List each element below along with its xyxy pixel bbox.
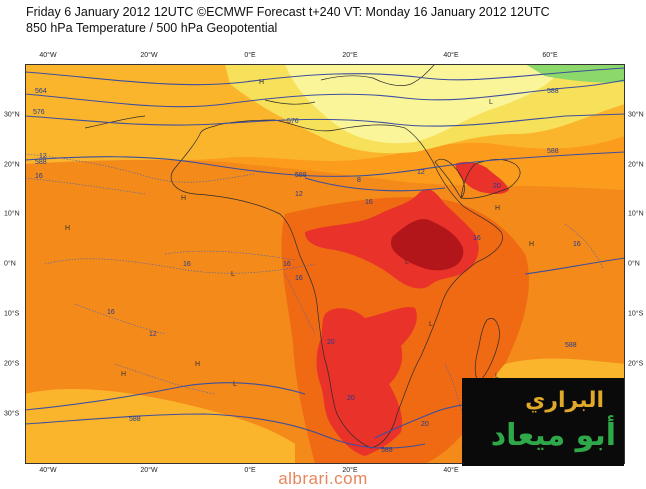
temperature-label: 16 [295,275,303,282]
lon-label-top-40w: 40°W [39,52,57,59]
forecast-title: Friday 6 January 2012 12UTC ©ECMWF Forec… [26,5,550,19]
temperature-label: 16 [183,261,191,268]
lat-label-right-20s: 20°S [628,360,644,368]
geopotential-label: 588 [381,447,393,454]
lon-label-top-20e: 20°E [342,52,358,59]
lon-label-top-40e: 40°E [443,52,459,59]
map-frame [25,64,625,464]
low-pressure-marker: L [405,259,409,266]
lat-label-right-10s: 10°S [628,310,644,318]
geopotential-label: 576 [287,118,299,125]
lon-label-top-0e: 0°E [244,52,256,59]
low-pressure-marker: L [231,271,235,278]
lat-label-right-10n: 10°N [628,210,644,218]
forecast-subtitle: 850 hPa Temperature / 500 hPa Geopotenti… [26,21,278,35]
geopotential-label: 588 [565,342,577,349]
lat-label-left-0n: 0°N [4,260,16,268]
temperature-band-dark-red-north [390,219,464,271]
temperature-label: 20 [327,339,335,346]
low-pressure-marker: L [233,381,237,388]
temperature-label: 12 [295,191,303,198]
lon-label-bottom-20e: 20°E [342,467,358,474]
coastlines [84,64,521,449]
temperature-label: 8 [357,177,361,184]
temperature-label: 12 [417,169,425,176]
logo-text-line2: أبو ميعاد [490,418,616,453]
lat-label-right-20n: 20°N [628,161,644,169]
lat-label-left-20s: 20°S [4,360,20,368]
lat-label-left-10n: 10°N [4,210,20,218]
temperature-label: 16 [573,241,581,248]
temperature-label: 12 [39,153,47,160]
geopotential-label: 588 [547,148,559,155]
lat-label-right-30n: 30°N [628,111,644,119]
temperature-label: 12 [149,331,157,338]
temperature-label: 20 [493,183,501,190]
high-pressure-marker: H [529,241,534,248]
geopotential-label: 588 [547,88,559,95]
temperature-label: 16 [283,261,291,268]
lat-label-left-20n: 20°N [4,161,20,169]
geopotential-label: 588 [35,159,47,166]
high-pressure-marker: H [121,371,126,378]
low-pressure-marker: L [429,321,433,328]
lon-label-bottom-0e: 0°E [244,467,256,474]
high-pressure-marker: H [65,225,70,232]
logo-watermark: البراري أبو ميعاد [462,378,624,466]
temperature-band-red-northeast [455,161,509,194]
lon-label-bottom-20w: 20°W [140,467,158,474]
high-pressure-marker: H [181,195,186,202]
footer-website: albrari.com [278,469,368,488]
geopotential-contours [25,67,625,449]
logo-text-line1: البراري [525,388,604,413]
low-pressure-marker: L [489,99,493,106]
temperature-label: 16 [365,199,373,206]
high-pressure-marker: H [195,361,200,368]
temperature-band-red-south [316,307,417,456]
temperature-label: 16 [107,309,115,316]
lat-label-right-0n: 0°N [628,260,640,268]
geopotential-label: 588 [295,172,307,179]
temperature-label: 20 [421,421,429,428]
geopotential-label: 588 [129,416,141,423]
low-pressure-marker: L [495,373,499,380]
lat-label-left-10s: 10°S [4,310,20,318]
temperature-label: 16 [473,235,481,242]
lon-label-top-20w: 20°W [140,52,158,59]
map-header: Friday 6 January 2012 12UTC ©ECMWF Forec… [26,4,626,36]
temperature-band-light-yellow [285,64,565,144]
geopotential-label: 576 [33,109,45,116]
geopotential-label: 564 [35,88,47,95]
lon-label-bottom-40e: 40°E [443,467,459,474]
temperature-label: 20 [347,395,355,402]
temperature-label: 16 [35,173,43,180]
temperature-band-light-orange-south [25,389,295,464]
lat-label-left-30n: 30°N [4,111,20,119]
temperature-band-green [525,64,625,83]
high-pressure-marker: H [259,79,264,86]
temperature-band-light-orange-west [25,64,225,100]
lon-label-top-60e: 60°E [542,52,558,59]
lon-label-bottom-40w: 40°W [39,467,57,474]
lat-label-left-30s: 30°S [4,410,20,418]
high-pressure-marker: H [495,205,500,212]
